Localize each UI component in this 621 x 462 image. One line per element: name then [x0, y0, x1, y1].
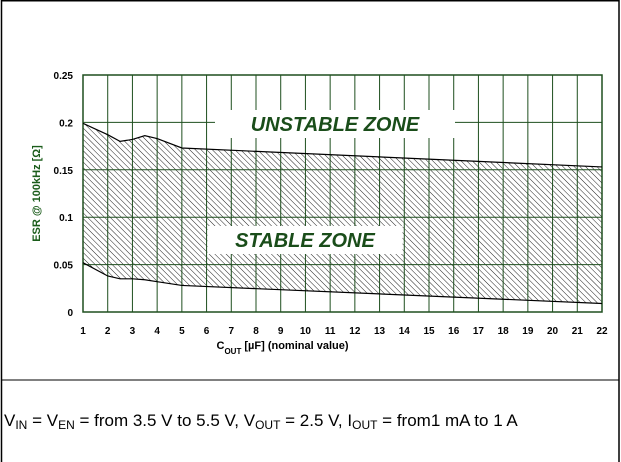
y-axis-label: ESR @ 100kHz [Ω]	[31, 145, 43, 242]
x-axis-label-part: OUT	[224, 347, 241, 356]
x-tick-label: 22	[596, 326, 608, 337]
x-tick-label: 10	[300, 326, 312, 337]
caption-part: EN	[58, 418, 75, 432]
caption-part: = V	[27, 411, 59, 430]
annotation-box	[207, 226, 403, 254]
x-tick-label: 9	[278, 326, 284, 337]
y-tick-label: 0	[67, 308, 73, 319]
x-tick-label: 15	[423, 326, 435, 337]
annotation: UNSTABLE ZONE	[251, 114, 420, 136]
y-tick-label: 0.05	[54, 261, 74, 272]
band-boundary	[82, 262, 603, 305]
x-axis-label: COUT [µF] (nominal value)	[216, 340, 348, 356]
x-tick-label: 17	[473, 326, 485, 337]
band-boundary	[82, 122, 603, 168]
plot-border	[82, 74, 603, 313]
x-tick-label: 6	[204, 326, 210, 337]
x-tick-label: 3	[130, 326, 136, 337]
annotation-box	[215, 110, 455, 138]
caption-part: = from1 mA to 1 A	[377, 411, 518, 430]
caption-part: = from 3.5 V to 5.5 V, V	[74, 411, 256, 430]
x-tick-label: 19	[522, 326, 534, 337]
caption-part: = 2.5 V, I	[280, 411, 353, 430]
y-tick-label: 0.25	[54, 71, 74, 82]
x-tick-label: 5	[179, 326, 185, 337]
band-fill	[83, 123, 602, 304]
y-tick-label: 0.15	[54, 166, 74, 177]
x-axis-label-part: [µF] (nominal value)	[241, 340, 349, 352]
annotation: STABLE ZONE	[235, 230, 375, 252]
caption-part: OUT	[352, 418, 378, 432]
x-tick-label: 8	[253, 326, 259, 337]
caption-part: IN	[15, 418, 28, 432]
x-tick-label: 1	[80, 326, 86, 337]
x-tick-label: 18	[498, 326, 510, 337]
y-tick-label: 0.1	[59, 213, 73, 224]
x-tick-label: 16	[448, 326, 460, 337]
caption-part: V	[4, 411, 16, 430]
x-tick-label: 11	[325, 326, 336, 337]
caption: VIN = VEN = from 3.5 V to 5.5 V, VOUT = …	[4, 411, 604, 432]
x-tick-label: 13	[374, 326, 386, 337]
x-tick-label: 7	[229, 326, 235, 337]
caption-part: OUT	[255, 418, 281, 432]
x-tick-label: 4	[154, 326, 160, 337]
x-axis-label-part: C	[216, 340, 224, 352]
x-tick-label: 12	[349, 326, 361, 337]
x-tick-label: 21	[572, 326, 584, 337]
x-tick-label: 2	[105, 326, 111, 337]
x-tick-label: 20	[547, 326, 559, 337]
x-tick-label: 14	[399, 326, 411, 337]
y-tick-label: 0.2	[59, 118, 73, 129]
